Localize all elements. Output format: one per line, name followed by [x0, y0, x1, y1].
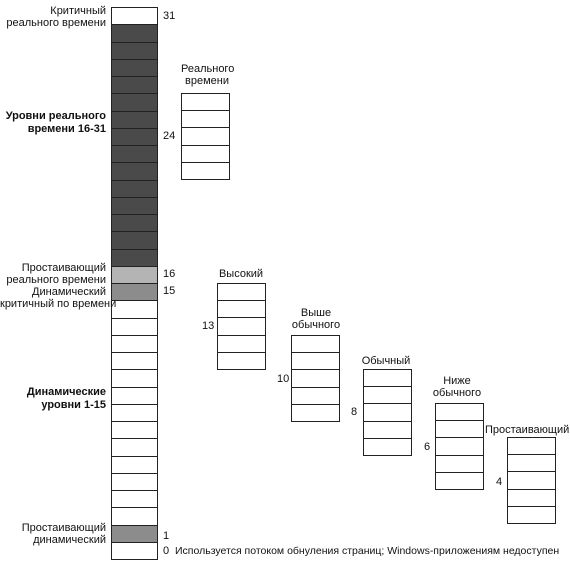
- class-3-cell-0: [363, 369, 412, 388]
- priority-level-31: [111, 7, 158, 26]
- class-title-4: Ниже обычного: [432, 375, 482, 399]
- priority-level-25: [111, 110, 158, 129]
- class-base-number-2: 10: [277, 373, 290, 385]
- level-number-1: 1: [163, 530, 170, 542]
- class-0-cell-1: [181, 110, 230, 129]
- priority-level-11: [111, 352, 158, 371]
- class-2-cell-2: [291, 369, 340, 388]
- class-4-cell-1: [435, 420, 484, 439]
- label-dynamic-levels: Динамические уровни 1-15: [26, 386, 106, 411]
- label-realtime-levels: Уровни реального времени 16-31: [5, 110, 106, 135]
- priority-level-26: [111, 93, 158, 112]
- priority-level-5: [111, 455, 158, 474]
- class-5-cell-1: [507, 454, 556, 473]
- class-3-cell-1: [363, 386, 412, 405]
- class-0-cell-3: [181, 144, 230, 163]
- class-0-cell-0: [181, 93, 230, 112]
- class-title-0: Реального времени: [181, 63, 235, 87]
- label-critical-realtime: Критичный реального времени: [6, 5, 106, 29]
- priority-level-8: [111, 403, 158, 422]
- priority-level-27: [111, 76, 158, 95]
- priority-level-9: [111, 386, 158, 405]
- priority-level-3: [111, 490, 158, 509]
- priority-level-20: [111, 196, 158, 215]
- class-1-cell-3: [217, 334, 266, 353]
- class-2-cell-4: [291, 403, 340, 422]
- label-dynamic-critical: Динамический критичный по времени: [0, 286, 117, 310]
- class-base-number-3: 8: [351, 406, 358, 418]
- priority-level-29: [111, 41, 158, 60]
- class-base-number-4: 6: [424, 441, 431, 453]
- class-3-cell-4: [363, 437, 412, 456]
- class-5-cell-3: [507, 488, 556, 507]
- class-4-cell-4: [435, 471, 484, 490]
- class-3-cell-3: [363, 420, 412, 439]
- label-idle-realtime: Простаивающий реального времени: [6, 262, 106, 286]
- class-5-cell-0: [507, 437, 556, 456]
- priority-level-1: [111, 524, 158, 543]
- priority-level-10: [111, 369, 158, 388]
- level-number-16: 16: [163, 268, 176, 280]
- class-5-cell-2: [507, 471, 556, 490]
- priority-level-18: [111, 231, 158, 250]
- class-1-cell-0: [217, 283, 266, 302]
- zero-page-note: Используется потоком обнуления страниц; …: [175, 545, 560, 557]
- priority-level-19: [111, 214, 158, 233]
- level-number-24: 24: [163, 130, 176, 142]
- priority-level-16: [111, 265, 158, 284]
- priority-level-30: [111, 24, 158, 43]
- priority-level-28: [111, 58, 158, 77]
- class-4-cell-3: [435, 454, 484, 473]
- level-number-15: 15: [163, 285, 176, 297]
- class-3-cell-2: [363, 403, 412, 422]
- level-number-0: 0: [163, 545, 170, 557]
- class-title-5: Простаивающий: [485, 424, 570, 436]
- priority-level-22: [111, 162, 158, 181]
- label-idle-dynamic: Простаивающий динамический: [21, 522, 106, 546]
- priority-level-13: [111, 317, 158, 336]
- class-2-cell-3: [291, 386, 340, 405]
- class-2-cell-0: [291, 335, 340, 354]
- class-base-number-5: 4: [496, 476, 503, 488]
- class-4-cell-0: [435, 403, 484, 422]
- class-base-number-1: 13: [202, 320, 215, 332]
- priority-level-14: [111, 300, 158, 319]
- class-0-cell-2: [181, 127, 230, 146]
- level-number-31: 31: [163, 10, 176, 22]
- class-title-1: Высокий: [218, 268, 264, 280]
- priority-level-15: [111, 283, 158, 302]
- priority-level-6: [111, 438, 158, 457]
- priority-level-4: [111, 472, 158, 491]
- class-2-cell-1: [291, 352, 340, 371]
- priority-level-7: [111, 421, 158, 440]
- class-title-2: Выше обычного: [291, 307, 341, 331]
- class-title-3: Обычный: [361, 355, 411, 367]
- priority-level-24: [111, 127, 158, 146]
- class-5-cell-4: [507, 505, 556, 524]
- priority-level-0: [111, 541, 158, 560]
- priority-level-17: [111, 248, 158, 267]
- class-1-cell-2: [217, 317, 266, 336]
- class-0-cell-4: [181, 161, 230, 180]
- priority-level-21: [111, 179, 158, 198]
- class-4-cell-2: [435, 437, 484, 456]
- class-1-cell-1: [217, 300, 266, 319]
- priority-level-12: [111, 334, 158, 353]
- priority-level-23: [111, 145, 158, 164]
- priority-level-2: [111, 507, 158, 526]
- class-1-cell-4: [217, 351, 266, 370]
